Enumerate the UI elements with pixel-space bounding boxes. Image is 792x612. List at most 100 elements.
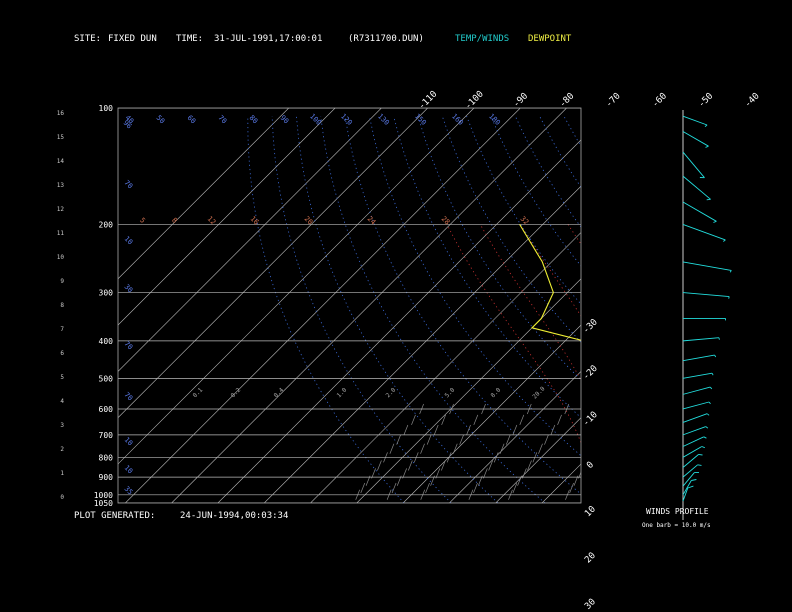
dry-adiabat xyxy=(539,116,581,188)
top-temp-tick-label: -80 xyxy=(558,91,577,110)
wind-shaft xyxy=(682,224,726,241)
height-tick-label: 5 xyxy=(60,374,64,381)
wind-shaft xyxy=(682,401,710,410)
wind-barb xyxy=(714,354,717,358)
theta-e-label: 32 xyxy=(519,215,531,227)
mixing-ratio-dash xyxy=(420,443,425,454)
mixing-ratio-label: 5.0 xyxy=(444,386,457,399)
mixing-ratio-dash xyxy=(499,443,505,454)
mixing-ratio-dash xyxy=(411,414,416,425)
wind-shaft xyxy=(682,436,704,447)
wind-shaft xyxy=(682,151,705,178)
wind-barb xyxy=(711,372,714,376)
mixing-ratio-dash xyxy=(624,444,628,454)
height-tick-label: 12 xyxy=(57,206,65,213)
dewpoint-profile-line xyxy=(519,224,581,341)
height-tick-label: 11 xyxy=(57,230,65,237)
theta-label: 150 xyxy=(413,112,428,127)
dry-adiabat xyxy=(783,116,792,503)
isotherm-line xyxy=(118,108,382,372)
mixing-ratio-dash xyxy=(594,444,598,454)
mixing-ratio-dash xyxy=(360,482,366,494)
mixing-ratio-dash xyxy=(578,471,581,479)
wind-barb xyxy=(709,386,713,390)
mixing-ratio-dash xyxy=(403,424,409,436)
mixing-ratio-dash xyxy=(505,434,511,445)
theta-left-label: 70 xyxy=(123,340,135,352)
wind-barb xyxy=(706,413,710,416)
theta-label: 40 xyxy=(124,114,136,126)
height-tick-label: 16 xyxy=(57,110,65,117)
plot-frame xyxy=(117,107,582,504)
dry-adiabat xyxy=(369,116,581,457)
isotherm-line xyxy=(635,108,792,503)
mixing-ratio-dash xyxy=(557,414,562,425)
pressure-tick-label: 500 xyxy=(99,374,114,383)
height-tick-label: 6 xyxy=(60,350,64,357)
theta-label: 60 xyxy=(186,114,198,126)
mixing-ratio-dash xyxy=(619,404,623,414)
dry-adiabat xyxy=(247,116,405,503)
time-label: TIME: xyxy=(176,34,204,44)
height-tick-label: 1 xyxy=(60,470,64,477)
mixing-ratio-dash xyxy=(441,414,446,425)
pressure-tick-label: 1000 xyxy=(94,491,113,500)
height-tick-label: 3 xyxy=(60,422,64,429)
pressure-tick-label: 700 xyxy=(99,431,114,440)
theta-label: 180 xyxy=(487,112,502,127)
mixing-ratio-dash xyxy=(635,425,639,435)
mixing-ratio-dash xyxy=(693,435,697,445)
wind-shaft xyxy=(682,201,717,222)
mixing-ratio-label: 8.0 xyxy=(490,386,503,399)
isotherm-line xyxy=(171,108,567,503)
mixing-ratio-dash xyxy=(610,468,614,478)
isotherm-line xyxy=(495,417,581,503)
wind-profile xyxy=(682,110,732,520)
isotherm-line xyxy=(118,108,428,419)
dry-adiabat xyxy=(710,116,792,503)
dry-adiabat xyxy=(758,116,792,503)
theta-left-label: 10 xyxy=(123,235,135,247)
isotherm-line xyxy=(118,108,336,326)
isotherm-line xyxy=(449,370,581,503)
mixing-ratio-dash xyxy=(569,482,574,494)
height-tick-label: 8 xyxy=(60,302,64,309)
theta-label: 70 xyxy=(217,114,229,126)
wind-shaft xyxy=(682,446,703,458)
theta-left-label: 70 xyxy=(123,391,135,403)
mixing-ratio-dash xyxy=(477,475,483,486)
wind-shaft xyxy=(682,131,709,147)
dry-adiabat xyxy=(490,116,581,267)
top-temp-tick-label: -50 xyxy=(697,91,716,110)
mixing-ratio-dash xyxy=(407,460,413,471)
mixing-ratio-dash xyxy=(459,434,465,445)
mixing-ratio-dash xyxy=(704,415,708,425)
dry-adiabat xyxy=(588,116,792,503)
theta-e-label: 8 xyxy=(170,216,179,225)
theta-label: 80 xyxy=(248,114,260,126)
mixing-ratio-dash xyxy=(597,490,601,500)
mixing-ratio-dash xyxy=(710,404,714,414)
mixing-ratio-dash xyxy=(391,482,397,494)
wind-shaft xyxy=(682,175,711,200)
wind-barb xyxy=(723,239,726,242)
mixing-ratio-label: 2.0 xyxy=(385,386,398,399)
theta-label: 90 xyxy=(279,114,291,126)
moist-adiabat xyxy=(709,224,744,503)
dry-adiabat xyxy=(563,116,581,147)
mixing-ratio-dash xyxy=(573,475,579,486)
height-tick-label: 0 xyxy=(60,494,64,501)
pressure-tick-label: 400 xyxy=(99,337,114,346)
wind-shaft xyxy=(682,354,715,362)
mixing-ratio-label: 20.0 xyxy=(531,385,546,400)
height-tick-label: 4 xyxy=(60,398,64,405)
top-temp-tick-label: -60 xyxy=(650,91,669,110)
wind-barb xyxy=(701,446,705,449)
height-tick-label: 10 xyxy=(57,254,65,261)
right-temp-tick-label: 0 xyxy=(585,460,596,471)
theta-left-label: 35 xyxy=(123,485,135,497)
theta-label: 130 xyxy=(376,112,391,127)
dry-adiabat xyxy=(441,116,581,343)
dry-adiabat xyxy=(393,116,581,419)
